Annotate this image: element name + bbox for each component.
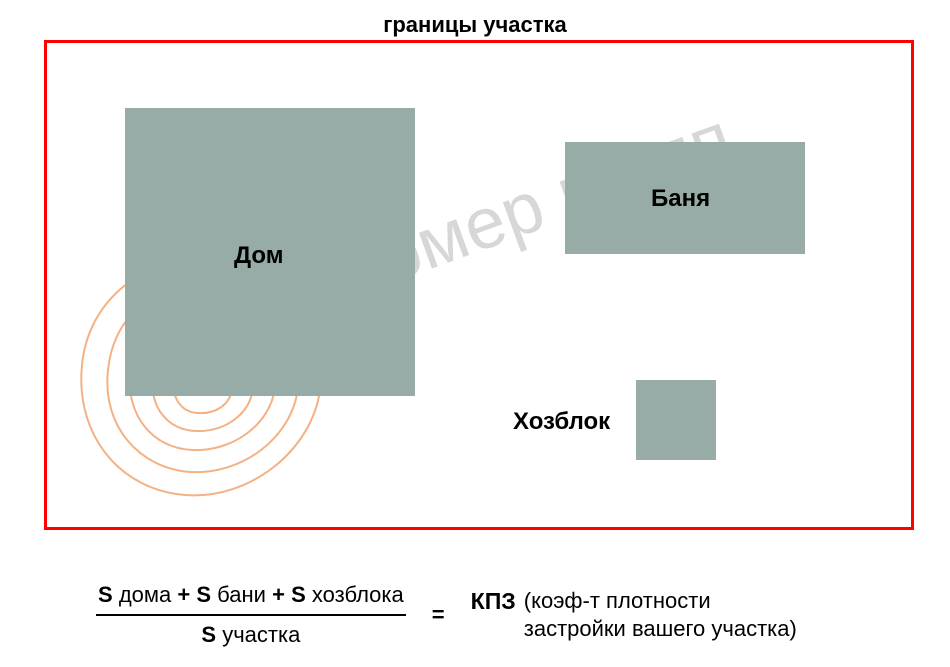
txt-plot: участка xyxy=(222,622,300,647)
building-house-label: Дом xyxy=(234,242,284,270)
plus-1: + xyxy=(177,582,190,607)
formula: S дома + S бани + S хозблока S участка =… xyxy=(96,580,797,649)
plot-title: границы участка xyxy=(0,12,950,38)
sym-S-bath: S xyxy=(196,582,211,607)
kpz-explain: (коэф-т плотности застройки вашего участ… xyxy=(524,587,797,642)
txt-bath: бани xyxy=(217,582,266,607)
formula-numerator: S дома + S бани + S хозблока xyxy=(96,580,406,616)
kpz-line1: (коэф-т плотности xyxy=(524,588,711,613)
plus-2: + xyxy=(272,582,285,607)
txt-shed: хозблока xyxy=(312,582,404,607)
diagram-canvas: Геомер групп границы участка Дом Баня Хо… xyxy=(0,0,950,667)
formula-equals: = xyxy=(432,602,445,628)
building-shed-label: Хозблок xyxy=(513,408,610,436)
sym-S-house: S xyxy=(98,582,113,607)
formula-kpz: КПЗ (коэф-т плотности застройки вашего у… xyxy=(471,587,797,642)
formula-denominator: S участка xyxy=(201,616,300,650)
building-bath-label: Баня xyxy=(651,185,710,213)
txt-house: дома xyxy=(119,582,171,607)
sym-S-shed: S xyxy=(291,582,306,607)
formula-fraction: S дома + S бани + S хозблока S участка xyxy=(96,580,406,649)
kpz-line2: застройки вашего участка) xyxy=(524,616,797,641)
kpz-label: КПЗ xyxy=(471,587,516,616)
building-shed xyxy=(636,380,716,460)
sym-S-plot: S xyxy=(201,622,216,647)
